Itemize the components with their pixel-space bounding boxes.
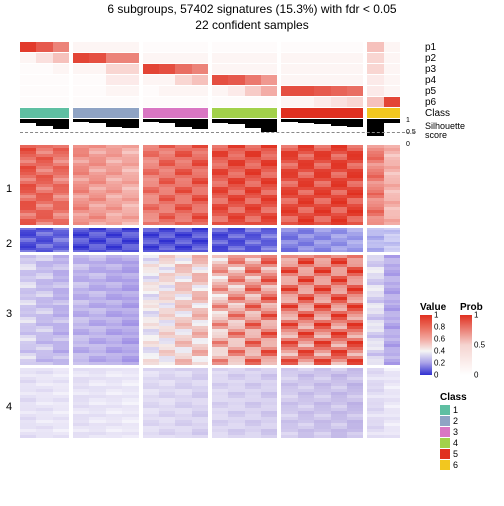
legend-class-label: 2	[453, 416, 458, 426]
colorbar-tick: 0.2	[434, 359, 445, 368]
legend-class-label: 3	[453, 427, 458, 437]
chart-subtitle: 22 confident samples	[0, 18, 504, 32]
legend-class-item: 1	[440, 405, 467, 415]
prob-track-p4	[20, 75, 400, 85]
silhouette-cutoff-line	[20, 132, 415, 133]
prob-track-p5	[20, 86, 400, 96]
legend-prob: Prob 10.50	[460, 302, 483, 375]
region-label-4: 4	[6, 401, 12, 413]
prob-track-p2	[20, 53, 400, 63]
silhouette-label: Silhouettescore	[425, 122, 465, 140]
prob-track-p1	[20, 42, 400, 52]
prob-label-p2: p2	[425, 53, 436, 64]
legend-swatch	[440, 416, 450, 426]
colorbar: 10.50	[460, 315, 472, 375]
prob-track-p6	[20, 97, 400, 107]
chart-title: 6 subgroups, 57402 signatures (15.3%) wi…	[0, 2, 504, 16]
class-track	[20, 108, 400, 118]
legend-swatch	[440, 427, 450, 437]
legend-class-item: 2	[440, 416, 467, 426]
silhouette-tick: 1	[406, 117, 410, 124]
colorbar-tick: 0.8	[434, 323, 445, 332]
legend-class-item: 3	[440, 427, 467, 437]
prob-label-p6: p6	[425, 97, 436, 108]
heatmap-region-3	[20, 255, 400, 365]
legend-class-item: 5	[440, 449, 467, 459]
legend-swatch	[440, 449, 450, 459]
legend-class-label: 6	[453, 460, 458, 470]
colorbar-tick: 1	[434, 311, 438, 320]
colorbar-tick: 0	[474, 371, 478, 380]
region-label-3: 3	[6, 308, 12, 320]
heatmap-region-4	[20, 368, 400, 438]
region-label-1: 1	[6, 183, 12, 195]
legend-swatch	[440, 460, 450, 470]
legend-class-label: 4	[453, 438, 458, 448]
legend-class-item: 4	[440, 438, 467, 448]
heatmap-region-2	[20, 228, 400, 252]
prob-label-p4: p4	[425, 75, 436, 86]
legend-swatch	[440, 438, 450, 448]
prob-label-p3: p3	[425, 64, 436, 75]
colorbar-tick: 0.5	[474, 341, 485, 350]
heatmap-region-1	[20, 145, 400, 225]
region-label-2: 2	[6, 238, 12, 250]
legend-class-item: 6	[440, 460, 467, 470]
colorbar-tick: 0	[434, 371, 438, 380]
colorbar-tick: 0.4	[434, 347, 445, 356]
legend-class-label: 1	[453, 405, 458, 415]
heatmap-main: p1p2p3p4p5p6ClassSilhouettescore10.50123…	[20, 42, 400, 441]
legend-value: Value10.80.60.40.20	[420, 302, 446, 375]
legend-class-label: 5	[453, 449, 458, 459]
legend-swatch	[440, 405, 450, 415]
prob-label-p5: p5	[425, 86, 436, 97]
legend-title: Prob	[460, 302, 483, 313]
prob-track-p3	[20, 64, 400, 74]
prob-label-p1: p1	[425, 42, 436, 53]
colorbar-tick: 0.6	[434, 335, 445, 344]
silhouette-tick: 0	[406, 141, 410, 148]
class-label: Class	[425, 108, 450, 119]
legend-title-class: Class	[440, 392, 467, 403]
colorbar: 10.80.60.40.20	[420, 315, 432, 375]
legend-class: Class 123456	[440, 392, 467, 471]
colorbar-tick: 1	[474, 311, 478, 320]
